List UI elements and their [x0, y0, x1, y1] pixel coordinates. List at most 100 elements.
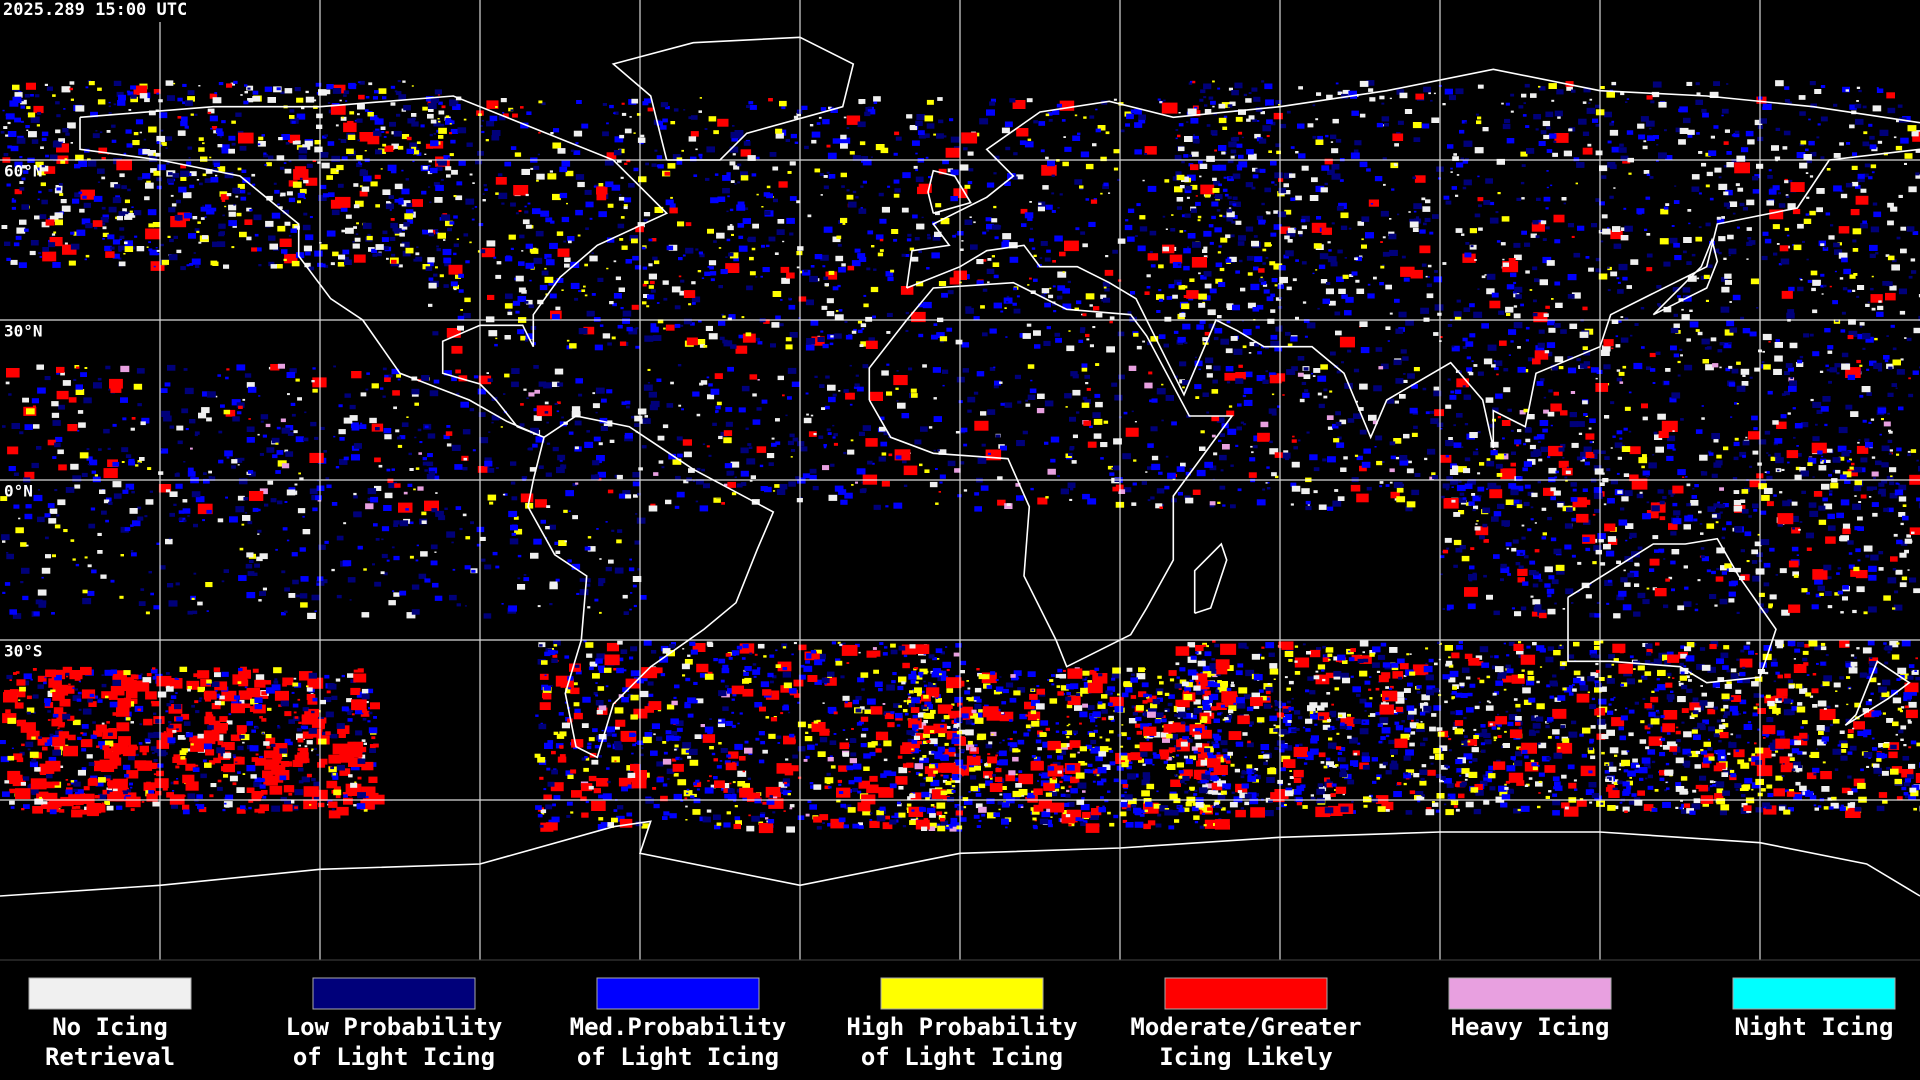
icing-pixel	[1368, 88, 1374, 92]
icing-pixel	[721, 313, 724, 316]
icing-pixel	[766, 244, 770, 248]
icing-pixel	[840, 143, 848, 149]
icing-pixel	[1838, 226, 1850, 234]
icing-pixel	[1545, 305, 1550, 309]
icing-pixel	[937, 97, 943, 101]
icing-pixel	[311, 494, 319, 501]
icing-pixel	[1583, 350, 1591, 356]
icing-pixel	[1641, 346, 1645, 349]
icing-pixel	[1238, 154, 1244, 159]
icing-pixel	[166, 162, 170, 165]
icing-pixel	[559, 166, 568, 173]
icing-pixel	[237, 167, 242, 171]
icing-pixel	[438, 120, 441, 123]
icing-pixel	[211, 126, 218, 130]
icing-pixel	[1262, 125, 1272, 132]
icing-pixel	[644, 98, 651, 104]
icing-pixel	[1624, 225, 1633, 232]
icing-pixel	[403, 491, 408, 495]
icing-pixel	[80, 189, 95, 200]
icing-pixel	[1071, 460, 1077, 464]
icing-pixel	[372, 253, 378, 257]
icing-pixel	[828, 270, 835, 275]
icing-pixel	[1217, 251, 1222, 254]
icing-pixel	[1695, 236, 1703, 242]
icing-pixel	[1424, 217, 1431, 222]
icing-pixel	[1546, 260, 1555, 266]
icing-pixel	[84, 258, 87, 261]
icing-pixel	[1820, 116, 1828, 122]
icing-pixel	[1298, 86, 1303, 90]
icing-pixel	[1783, 390, 1790, 396]
icing-pixel	[87, 463, 90, 466]
icing-pixel	[521, 476, 528, 480]
icing-pixel	[1326, 94, 1333, 100]
icing-pixel	[1086, 338, 1090, 341]
icing-pixel	[40, 146, 44, 149]
icing-pixel	[1557, 503, 1564, 508]
icing-pixel	[212, 261, 219, 266]
icing-pixel	[1447, 144, 1454, 149]
icing-pixel	[1523, 369, 1529, 373]
icing-pixel	[1810, 270, 1818, 276]
icing-pixel	[1242, 345, 1247, 349]
icing-pixel	[304, 411, 307, 414]
icing-pixel	[1545, 351, 1553, 357]
icing-pixel	[1270, 232, 1277, 237]
icing-pixel	[1678, 298, 1684, 302]
icing-pixel	[416, 141, 421, 144]
icing-pixel	[1705, 222, 1711, 227]
icing-pixel	[1125, 219, 1129, 222]
icing-pixel	[303, 437, 309, 442]
icing-pixel	[240, 457, 245, 461]
icing-pixel	[183, 212, 192, 219]
icing-pixel	[1827, 345, 1834, 350]
icing-pixel	[868, 337, 875, 342]
icing-pixel	[1892, 359, 1901, 366]
icing-pixel	[722, 175, 731, 181]
icing-pixel	[422, 166, 428, 170]
icing-pixel	[1056, 295, 1063, 300]
icing-pixel	[1908, 393, 1914, 398]
icing-pixel	[69, 87, 73, 91]
icing-pixel	[277, 225, 286, 232]
icing-pixel	[262, 434, 267, 438]
icing-pixel	[1382, 264, 1385, 267]
icing-pixel	[1726, 151, 1732, 155]
icing-pixel	[1658, 305, 1662, 308]
icing-pixel	[426, 473, 435, 480]
icing-pixel	[303, 212, 308, 216]
icing-pixel	[235, 195, 239, 198]
icing-pixel	[26, 129, 29, 131]
icing-pixel	[642, 418, 651, 424]
icing-pixel	[1530, 233, 1537, 238]
icing-pixel	[1525, 125, 1530, 128]
icing-pixel	[1607, 140, 1612, 144]
icing-pixel	[1808, 502, 1817, 508]
icing-pixel	[1510, 272, 1517, 278]
icing-pixel	[374, 90, 379, 94]
icing-pixel	[606, 152, 617, 160]
icing-pixel	[1291, 366, 1298, 371]
icing-pixel	[524, 300, 529, 304]
icing-pixel	[453, 243, 459, 248]
icing-pixel	[867, 460, 873, 465]
icing-pixel	[1695, 82, 1700, 86]
icing-pixel	[820, 330, 824, 333]
icing-pixel	[1270, 160, 1277, 166]
icing-pixel	[1787, 461, 1790, 464]
icing-pixel	[156, 141, 161, 144]
icing-pixel	[201, 407, 210, 414]
icing-pixel	[466, 142, 473, 147]
icing-pixel	[305, 177, 318, 186]
icing-pixel	[1220, 338, 1229, 345]
icing-pixel	[156, 253, 160, 256]
icing-pixel	[939, 481, 943, 484]
icing-pixel	[1569, 421, 1579, 428]
icing-pixel	[0, 496, 8, 501]
icing-pixel	[51, 412, 60, 418]
icing-pixel	[832, 236, 841, 243]
icing-pixel	[1221, 151, 1226, 155]
icing-pixel	[198, 137, 204, 141]
icing-pixel	[200, 156, 208, 162]
